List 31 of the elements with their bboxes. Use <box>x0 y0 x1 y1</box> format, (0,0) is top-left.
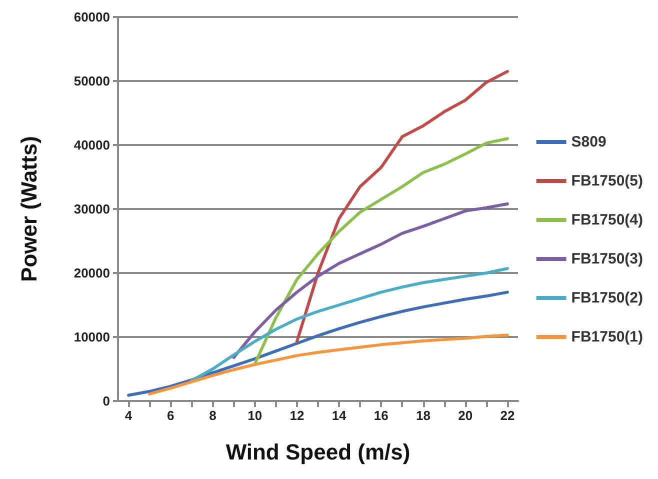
y-tick-label: 60000 <box>74 10 110 24</box>
y-tick-label: 40000 <box>74 138 110 152</box>
legend-label: S809 <box>571 134 606 150</box>
legend-label: FB1750(4) <box>571 212 644 228</box>
line-series <box>127 290 509 397</box>
line-series <box>148 334 509 396</box>
line-series <box>190 267 509 382</box>
x-tick-label: 18 <box>416 408 430 423</box>
y-axis-title: Power (Watts) <box>16 136 42 282</box>
line-series <box>295 70 509 343</box>
legend-label: FB1750(5) <box>571 172 644 190</box>
x-tick-label: 8 <box>209 408 216 423</box>
y-tick-label: 30000 <box>74 202 110 216</box>
x-tick-label: 14 <box>332 408 348 423</box>
x-tick-label: 6 <box>167 408 174 423</box>
x-axis-title: Wind Speed (m/s) <box>226 440 410 464</box>
x-tick-label: 22 <box>500 408 515 423</box>
x-tick-label: 12 <box>290 408 304 423</box>
x-tick-label: 20 <box>458 408 473 423</box>
y-tick-label: 20000 <box>74 266 110 280</box>
y-tick-label: 50000 <box>74 74 110 88</box>
line-series <box>253 137 509 366</box>
legend-label: FB1750(2) <box>571 290 644 306</box>
legend-label: FB1750(1) <box>571 328 644 346</box>
y-tick-label: 10000 <box>74 330 110 344</box>
line-series <box>232 202 509 359</box>
x-tick-label: 10 <box>248 408 262 423</box>
legend-label: FB1750(3) <box>571 250 644 268</box>
x-tick-label: 4 <box>124 408 133 423</box>
x-tick-label: 16 <box>374 408 388 423</box>
y-tick-label: 0 <box>102 394 110 408</box>
